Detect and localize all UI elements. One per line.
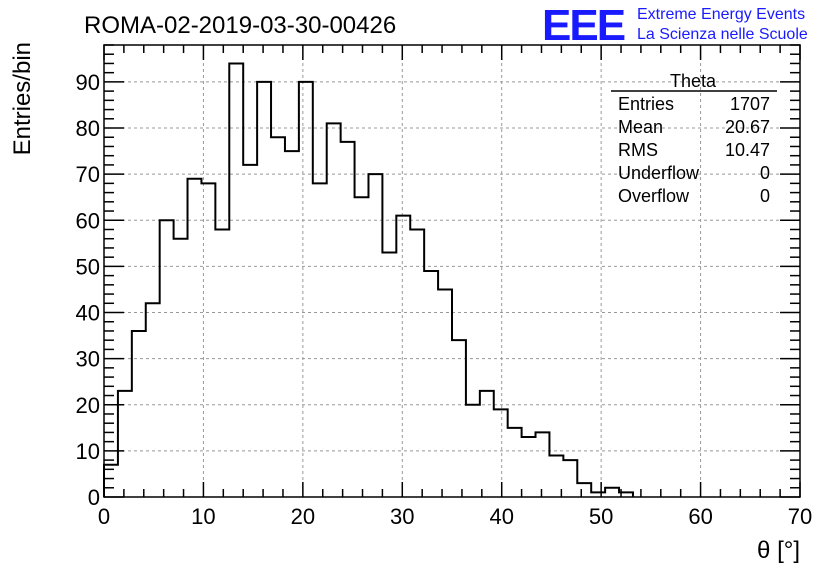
histogram-bin xyxy=(508,428,522,497)
histogram-bin xyxy=(522,437,536,497)
x-tick-label: 70 xyxy=(788,504,812,529)
histogram-bin xyxy=(577,483,591,497)
histogram-bin xyxy=(591,492,605,497)
x-tick-label: 40 xyxy=(489,504,513,529)
histogram-bin xyxy=(494,409,508,497)
logo-mark: EEE xyxy=(542,1,625,50)
histogram-bin xyxy=(146,303,160,497)
histogram-bin xyxy=(424,271,438,497)
y-tick-label: 0 xyxy=(88,485,100,510)
stats-row-label: Overflow xyxy=(618,186,690,206)
histogram-bin xyxy=(341,142,355,497)
histogram-bin xyxy=(271,137,285,497)
eee-logo: EEE Extreme Energy Events La Scienza nel… xyxy=(542,1,808,50)
plot-frame xyxy=(103,44,801,498)
y-tick-label: 40 xyxy=(76,301,100,326)
y-tick-label: 30 xyxy=(76,347,100,372)
y-tick-label: 20 xyxy=(76,393,100,418)
histogram-bin xyxy=(452,340,466,497)
stats-row-label: RMS xyxy=(618,140,658,160)
y-tick-label: 90 xyxy=(76,70,100,95)
y-axis-label: Entries/bin xyxy=(9,42,36,155)
logo-line-2: La Scienza nelle Scuole xyxy=(637,26,808,43)
x-tick-label: 60 xyxy=(688,504,712,529)
y-tick-label: 80 xyxy=(76,116,100,141)
histogram-bin xyxy=(605,488,619,497)
x-tick-label: 10 xyxy=(191,504,215,529)
x-tick-label: 0 xyxy=(98,504,110,529)
y-tick-label: 50 xyxy=(76,254,100,279)
histogram-bin xyxy=(160,220,174,497)
histogram-bin xyxy=(355,197,369,497)
histogram-bin xyxy=(382,253,396,497)
stats-row-value: 10.47 xyxy=(725,140,770,160)
stats-row-value: 1707 xyxy=(730,94,770,114)
histogram-bin xyxy=(201,183,215,497)
stats-row-label: Entries xyxy=(618,94,674,114)
stats-rows: Entries 1707 Mean 20.67 RMS 10.47 Underflow 0 Ov… xyxy=(618,94,770,206)
x-tick-label: 50 xyxy=(589,504,613,529)
histogram-bin xyxy=(313,183,327,497)
histogram-bin xyxy=(619,492,633,497)
x-tick-label: 30 xyxy=(390,504,414,529)
histogram-bin xyxy=(536,432,550,497)
histogram-bin xyxy=(229,63,243,497)
histogram-bin xyxy=(174,239,188,497)
histogram-bin xyxy=(132,331,146,497)
histogram-bin xyxy=(118,391,132,497)
logo-line-1: Extreme Energy Events xyxy=(637,6,805,23)
stats-row-label: Mean xyxy=(618,117,663,137)
histogram-bin xyxy=(480,391,494,497)
histogram-bin xyxy=(368,174,382,497)
histogram-bin xyxy=(466,405,480,497)
histogram-bin xyxy=(563,460,577,497)
histogram-bin xyxy=(188,179,202,497)
x-axis-label: θ [°] xyxy=(757,537,800,564)
histogram-bin xyxy=(438,289,452,497)
x-tick-label: 20 xyxy=(291,504,315,529)
y-tick-label: 60 xyxy=(76,208,100,233)
stats-row-label: Underflow xyxy=(618,163,700,183)
histogram-bin xyxy=(257,82,271,497)
histogram-bin xyxy=(243,165,257,497)
histogram-outline xyxy=(103,62,634,497)
chart-title: ROMA-02-2019-03-30-00426 xyxy=(84,12,396,39)
histogram-bin xyxy=(104,465,118,497)
histogram-bin xyxy=(215,229,229,497)
stats-row-value: 20.67 xyxy=(725,117,770,137)
histogram-bin xyxy=(549,455,563,497)
histogram-bin xyxy=(327,123,341,497)
histogram-bin xyxy=(396,216,410,497)
stats-box: Theta Entries 1707 Mean 20.67 RMS 10.47 Underf… xyxy=(611,71,777,206)
y-tick-label: 10 xyxy=(76,439,100,464)
histogram-bin xyxy=(299,82,313,497)
stats-title: Theta xyxy=(670,71,717,91)
x-tick-labels: 0 10 20 30 40 50 60 70 xyxy=(98,504,812,529)
stats-row-value: 0 xyxy=(760,163,770,183)
y-tick-labels: 0 10 20 30 40 50 60 70 80 90 xyxy=(76,70,100,510)
histogram-bin xyxy=(410,229,424,497)
y-tick-label: 70 xyxy=(76,162,100,187)
histogram-bin xyxy=(285,151,299,497)
stats-row-value: 0 xyxy=(760,186,770,206)
